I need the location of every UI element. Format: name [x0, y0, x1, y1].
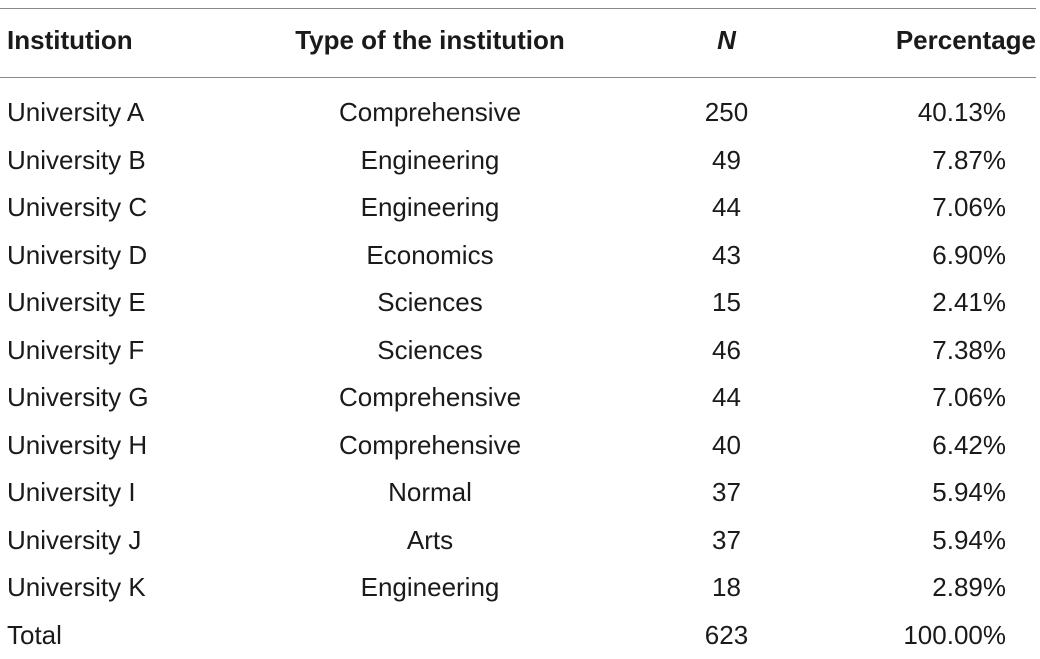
cell-percentage: 7.87% — [932, 144, 1006, 175]
cell-institution: University K — [7, 572, 146, 602]
cell-percentage: 6.90% — [932, 239, 1006, 270]
cell-type: Comprehensive — [338, 382, 522, 412]
cell-n: 46 — [712, 334, 741, 365]
header-n: N — [717, 25, 736, 55]
table-row: University C Engineering 44 7.06% — [0, 184, 1040, 231]
cell-institution: University A — [7, 97, 145, 127]
cell-n: 49 — [712, 144, 741, 175]
table-row: University B Engineering 49 7.87% — [0, 137, 1040, 184]
cell-type: Sciences — [377, 334, 483, 365]
table-row: Total 623 100.00% — [0, 612, 1040, 659]
cell-institution: University G — [7, 382, 149, 412]
cell-percentage: 2.89% — [932, 572, 1006, 602]
cell-type — [250, 612, 610, 659]
cell-type: Engineering — [360, 572, 500, 602]
cell-institution: University D — [7, 239, 148, 270]
cell-percentage: 5.94% — [932, 477, 1006, 507]
cell-percentage: 7.06% — [932, 192, 1006, 222]
cell-percentage: 40.13% — [917, 97, 1006, 127]
table-row: University A Comprehensive 250 40.13% — [0, 89, 1040, 136]
cell-n: 18 — [712, 572, 741, 602]
cell-type: Sciences — [377, 287, 483, 317]
cell-institution: University F — [7, 334, 145, 365]
table-row: University H Comprehensive 40 6.42% — [0, 422, 1040, 469]
table-row: University G Comprehensive 44 7.06% — [0, 374, 1040, 421]
cell-type: Comprehensive — [338, 97, 522, 127]
cell-institution: University I — [7, 477, 136, 507]
table-top-rule — [0, 8, 1036, 9]
cell-type: Normal — [388, 477, 472, 507]
table-header-rule — [0, 77, 1036, 78]
cell-institution: Total — [7, 619, 62, 650]
cell-percentage: 7.38% — [932, 334, 1006, 365]
cell-n: 44 — [712, 192, 741, 222]
cell-n: 37 — [712, 524, 741, 555]
cell-n: 250 — [704, 97, 749, 127]
cell-type: Economics — [366, 239, 494, 270]
cell-percentage: 100.00% — [903, 619, 1006, 650]
cell-percentage: 7.06% — [932, 382, 1006, 412]
cell-percentage: 6.42% — [932, 429, 1006, 460]
table-row: University D Economics 43 6.90% — [0, 232, 1040, 279]
header-institution: Institution — [7, 25, 133, 55]
table-row: University K Engineering 18 2.89% — [0, 564, 1040, 611]
header-type: Type of the institution — [295, 25, 565, 55]
cell-n: 15 — [712, 287, 741, 317]
cell-n: 44 — [712, 382, 741, 412]
table-header-row: Institution Type of the institution N Pe… — [0, 17, 1040, 64]
cell-type: Comprehensive — [338, 429, 522, 460]
cell-n: 40 — [712, 429, 741, 460]
cell-percentage: 2.41% — [932, 287, 1006, 317]
cell-institution: University B — [7, 144, 146, 175]
cell-institution: University J — [7, 524, 142, 555]
table-row: University J Arts 37 5.94% — [0, 517, 1040, 564]
table-row: University I Normal 37 5.94% — [0, 469, 1040, 516]
cell-percentage: 5.94% — [932, 524, 1006, 555]
header-percentage: Percentage — [895, 25, 1036, 55]
cell-institution: University H — [7, 429, 148, 460]
table-row: University F Sciences 46 7.38% — [0, 327, 1040, 374]
cell-type: Arts — [406, 524, 454, 555]
cell-institution: University E — [7, 287, 146, 317]
cell-n: 43 — [712, 239, 741, 270]
table-row: University E Sciences 15 2.41% — [0, 279, 1040, 326]
cell-n: 623 — [704, 619, 749, 650]
cell-type: Engineering — [360, 144, 500, 175]
cell-institution: University C — [7, 192, 148, 222]
cell-n: 37 — [712, 477, 741, 507]
cell-type: Engineering — [360, 192, 500, 222]
